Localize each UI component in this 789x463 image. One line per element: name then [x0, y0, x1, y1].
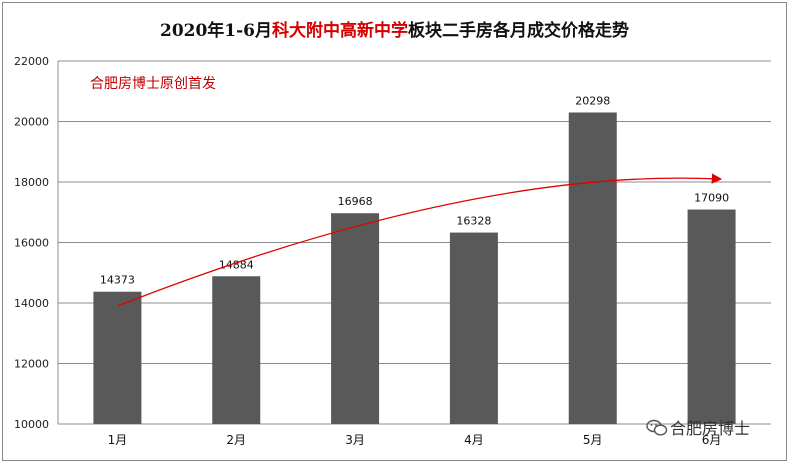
y-tick-label: 16000 [14, 237, 49, 250]
x-tick-label: 2月 [226, 433, 246, 447]
y-tick-label: 18000 [14, 176, 49, 189]
wechat-icon [646, 419, 668, 436]
x-tick-label: 1月 [108, 433, 128, 447]
y-tick-label: 10000 [14, 418, 49, 431]
title-part-area: 科大附中高新中学 [272, 21, 409, 41]
y-tick-label: 22000 [14, 55, 49, 68]
y-tick-label: 14000 [14, 297, 49, 310]
bar [568, 112, 617, 424]
chart-title: 2020年1-6月科大附中高新中学板块二手房各月成交价格走势 [0, 16, 789, 41]
bar [212, 276, 261, 424]
data-label: 17090 [694, 192, 729, 205]
x-tick-label: 3月 [345, 433, 365, 447]
x-tick-label: 5月 [583, 433, 603, 447]
data-label: 16328 [456, 215, 491, 228]
bar [449, 232, 498, 424]
y-tick-label: 20000 [14, 116, 49, 129]
bar [93, 291, 142, 424]
chart-annotation: 合肥房博士原创首发 [90, 76, 216, 92]
title-part-date: 2020年1-6月 [159, 21, 273, 41]
bar [331, 213, 380, 424]
x-tick-label: 6月 [702, 433, 722, 447]
watermark: 合肥房博士 [646, 415, 750, 439]
data-label: 16968 [338, 195, 373, 208]
data-label: 20298 [575, 94, 610, 107]
data-label: 14884 [219, 258, 254, 271]
trend-arrow [117, 173, 723, 307]
y-tick-label: 12000 [14, 358, 49, 371]
bar [687, 209, 736, 424]
watermark-text: 合肥房博士 [670, 419, 751, 438]
title-part-subject: 板块二手房各月成交价格走势 [408, 21, 630, 41]
x-tick-label: 4月 [464, 433, 484, 447]
data-label: 14373 [100, 274, 135, 287]
